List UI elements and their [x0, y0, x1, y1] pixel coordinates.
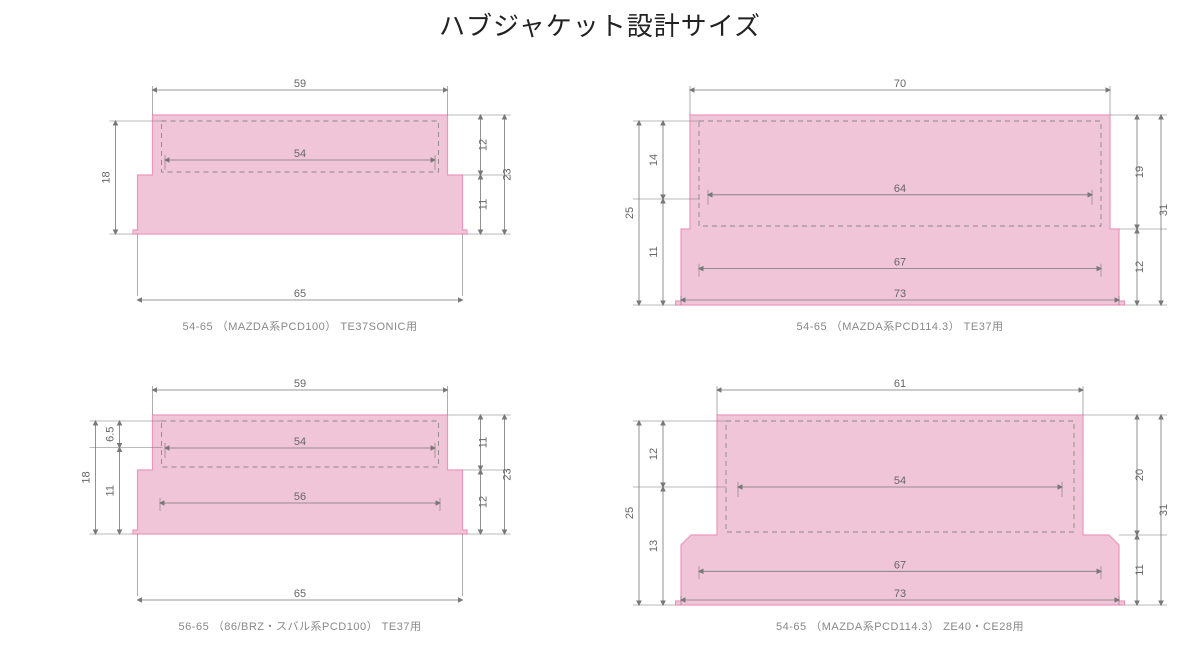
svg-text:64: 64	[894, 183, 906, 195]
svg-text:12: 12	[1134, 261, 1146, 273]
part-drawing-b: 70 73 64 67 19 12 31 14 11 25	[600, 60, 1200, 320]
svg-text:11: 11	[105, 485, 117, 496]
svg-text:18: 18	[101, 171, 113, 183]
drawings-grid: 59 65 54 12 11 23 18 54-65 （MAZDA系PCD100…	[0, 60, 1200, 660]
svg-text:54: 54	[894, 475, 906, 487]
svg-text:6.5: 6.5	[105, 427, 117, 442]
svg-text:12: 12	[648, 448, 660, 460]
svg-text:59: 59	[294, 78, 306, 90]
svg-text:25: 25	[624, 207, 636, 219]
part-drawing-c: 59 65 54 56 11 12 23 6.5 11 18	[0, 360, 600, 620]
svg-text:59: 59	[294, 378, 306, 390]
svg-text:18: 18	[81, 471, 93, 483]
part-drawing-d: 61 73 54 67 20 11 31 12 13 25	[600, 360, 1200, 620]
part-drawing-a: 59 65 54 12 11 23 18	[0, 60, 600, 320]
svg-text:67: 67	[894, 257, 906, 269]
svg-text:54: 54	[294, 436, 306, 448]
svg-text:54: 54	[294, 148, 306, 160]
svg-text:73: 73	[894, 288, 906, 300]
svg-text:13: 13	[648, 540, 660, 552]
caption-c: 56-65 （86/BRZ・スバル系PCD100） TE37用	[0, 618, 600, 634]
svg-text:23: 23	[502, 468, 514, 480]
drawing-cell-a: 59 65 54 12 11 23 18 54-65 （MAZDA系PCD100…	[0, 60, 600, 360]
svg-text:25: 25	[624, 507, 636, 519]
svg-text:23: 23	[502, 168, 514, 180]
drawing-cell-d: 61 73 54 67 20 11 31 12 13 25 54-65 （MAZ…	[600, 360, 1200, 660]
svg-text:11: 11	[478, 199, 490, 210]
caption-a: 54-65 （MAZDA系PCD100） TE37SONIC用	[0, 318, 600, 334]
svg-text:61: 61	[894, 378, 906, 390]
svg-text:11: 11	[1134, 564, 1146, 575]
svg-text:31: 31	[1158, 504, 1170, 516]
svg-text:56: 56	[294, 491, 306, 503]
caption-d: 54-65 （MAZDA系PCD114.3） ZE40・CE28用	[600, 618, 1200, 634]
svg-text:19: 19	[1134, 166, 1146, 178]
drawing-cell-b: 70 73 64 67 19 12 31 14 11 25 54-65 （MAZ…	[600, 60, 1200, 360]
svg-text:12: 12	[478, 139, 490, 151]
svg-text:20: 20	[1134, 469, 1146, 481]
svg-text:70: 70	[894, 78, 906, 90]
svg-text:67: 67	[894, 559, 906, 571]
svg-text:14: 14	[648, 154, 660, 166]
caption-b: 54-65 （MAZDA系PCD114.3） TE37用	[600, 318, 1200, 334]
svg-text:73: 73	[894, 588, 906, 600]
drawing-cell-c: 59 65 54 56 11 12 23 6.5 11 18 56-65 （86…	[0, 360, 600, 660]
svg-text:65: 65	[294, 288, 306, 300]
svg-text:11: 11	[478, 437, 490, 448]
svg-text:65: 65	[294, 588, 306, 600]
page-title: ハブジャケット設計サイズ	[0, 6, 1200, 43]
svg-text:12: 12	[478, 496, 490, 508]
svg-text:31: 31	[1158, 204, 1170, 216]
svg-text:11: 11	[648, 246, 660, 257]
